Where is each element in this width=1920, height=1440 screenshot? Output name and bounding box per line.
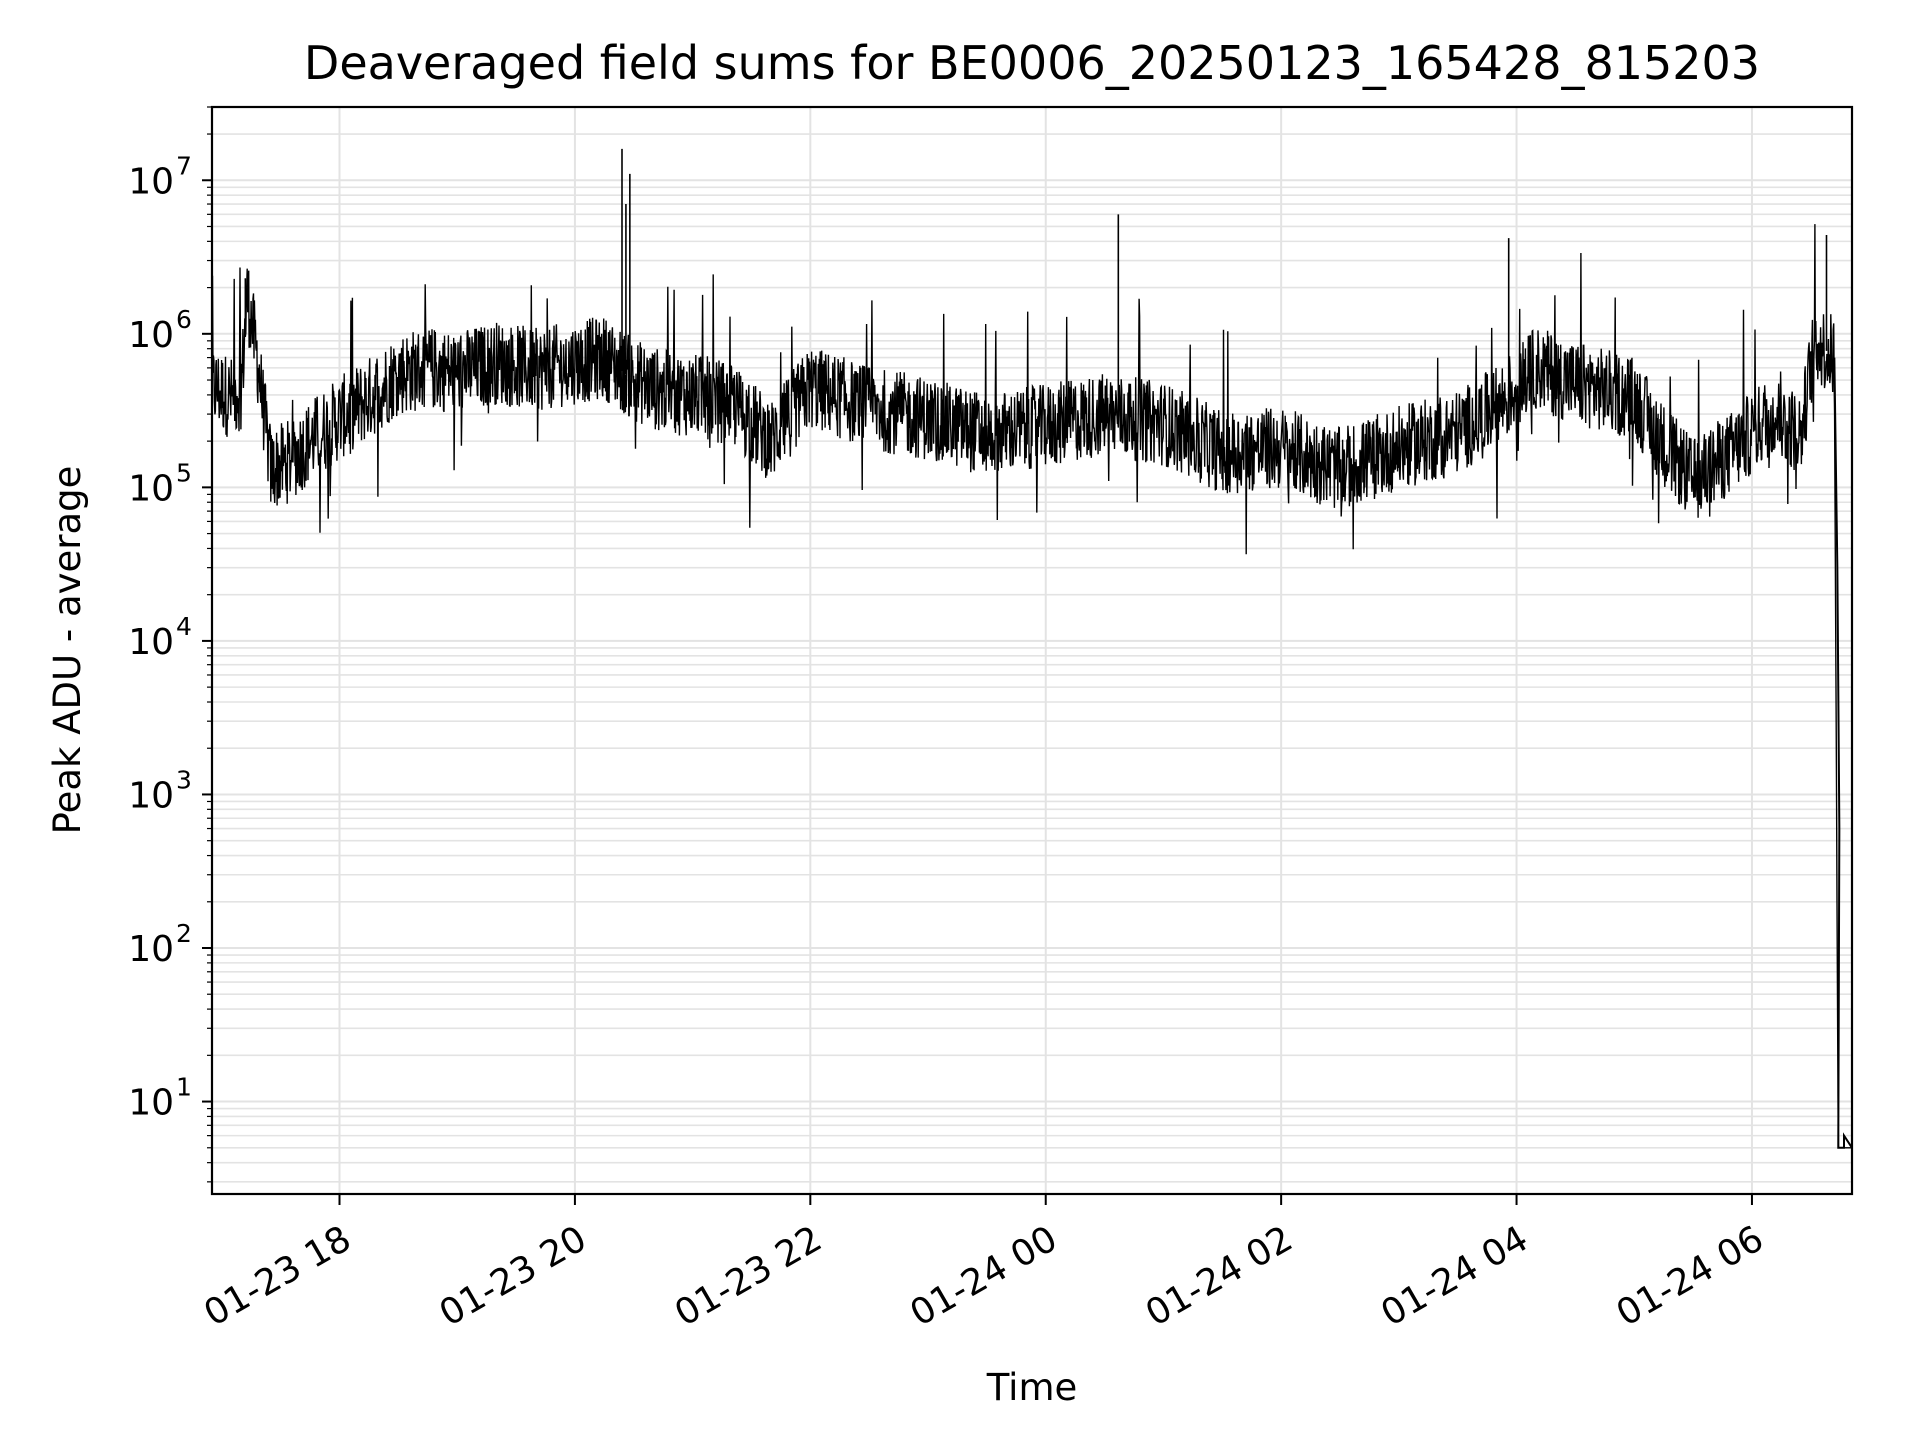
y-tick-label: 10 (128, 622, 174, 663)
y-tick-exponent: 7 (176, 151, 192, 180)
y-tick-exponent: 2 (176, 919, 192, 948)
y-tick-label: 10 (128, 929, 174, 970)
grid (212, 106, 1852, 1194)
plot-frame (210, 105, 1854, 1196)
y-axis-label: Peak ADU - average (46, 466, 89, 835)
y-tick-exponent: 5 (176, 458, 192, 487)
y-tick-exponent: 6 (176, 305, 192, 334)
tick-marks (202, 106, 1753, 1205)
y-tick-label: 10 (128, 468, 174, 509)
y-tick-label: 10 (128, 315, 174, 356)
x-axis-label: Time (986, 1366, 1078, 1409)
series-line (211, 224, 1852, 1149)
y-tick-exponent: 3 (176, 765, 192, 794)
y-tick-label: 10 (128, 161, 174, 202)
series-drop (1833, 357, 1853, 1149)
y-tick-label: 10 (128, 775, 174, 816)
y-tick-exponent: 1 (176, 1073, 192, 1102)
y-tick-label: 10 (128, 1083, 174, 1124)
chart-title: Deaveraged field sums for BE0006_2025012… (304, 36, 1760, 90)
series-layer (211, 148, 1853, 1149)
y-tick-exponent: 4 (176, 612, 192, 641)
